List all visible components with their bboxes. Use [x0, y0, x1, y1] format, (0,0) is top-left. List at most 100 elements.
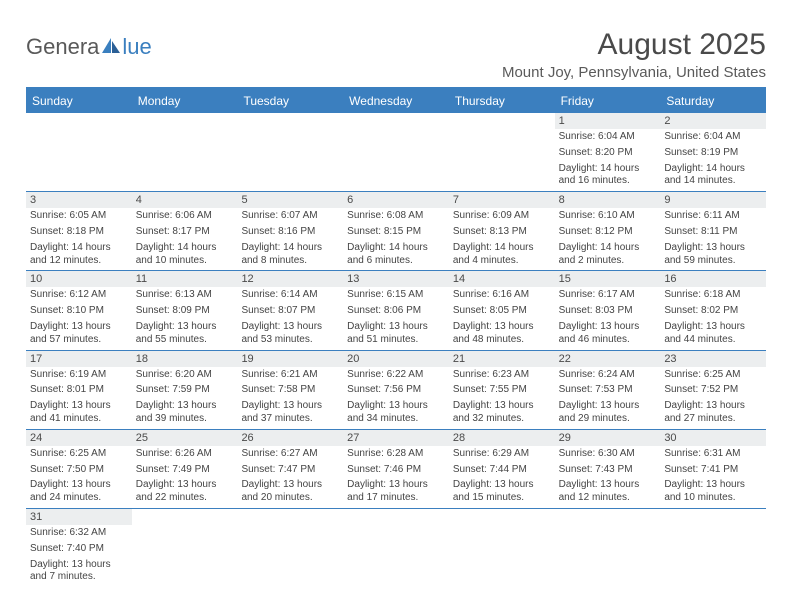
day-number: 11: [132, 271, 238, 287]
sunrise-text: Sunrise: 6:29 AM: [449, 446, 555, 462]
daylight-text: Daylight: 13 hours and 15 minutes.: [449, 477, 555, 506]
sunset-text: Sunset: 7:55 PM: [449, 382, 555, 398]
day-number: 6: [343, 192, 449, 208]
day-cell: 26Sunrise: 6:27 AMSunset: 7:47 PMDayligh…: [237, 430, 343, 508]
day-cell: 9Sunrise: 6:11 AMSunset: 8:11 PMDaylight…: [660, 192, 766, 270]
day-cell: [237, 113, 343, 191]
day-cell: 19Sunrise: 6:21 AMSunset: 7:58 PMDayligh…: [237, 351, 343, 429]
day-cell: 28Sunrise: 6:29 AMSunset: 7:44 PMDayligh…: [449, 430, 555, 508]
page-header: Genera lue August 2025 Mount Joy, Pennsy…: [26, 28, 766, 81]
daylight-text: Daylight: 14 hours and 14 minutes.: [660, 161, 766, 190]
day-number: 1: [555, 113, 661, 129]
day-number: [555, 509, 661, 525]
daylight-text: Daylight: 13 hours and 44 minutes.: [660, 319, 766, 348]
daylight-text: Daylight: 14 hours and 12 minutes.: [26, 240, 132, 269]
day-number: 25: [132, 430, 238, 446]
sunrise-text: Sunrise: 6:25 AM: [26, 446, 132, 462]
day-cell: [555, 509, 661, 587]
sunrise-text: Sunrise: 6:18 AM: [660, 287, 766, 303]
day-cell: 5Sunrise: 6:07 AMSunset: 8:16 PMDaylight…: [237, 192, 343, 270]
sunrise-text: Sunrise: 6:19 AM: [26, 367, 132, 383]
day-number: 14: [449, 271, 555, 287]
sunset-text: Sunset: 7:40 PM: [26, 541, 132, 557]
sunrise-text: Sunrise: 6:12 AM: [26, 287, 132, 303]
day-number: [449, 113, 555, 129]
logo: Genera lue: [26, 28, 152, 60]
daylight-text: Daylight: 13 hours and 20 minutes.: [237, 477, 343, 506]
daylight-text: Daylight: 13 hours and 27 minutes.: [660, 398, 766, 427]
sunset-text: Sunset: 7:53 PM: [555, 382, 661, 398]
sunset-text: Sunset: 8:16 PM: [237, 224, 343, 240]
daylight-text: Daylight: 13 hours and 29 minutes.: [555, 398, 661, 427]
day-number: 21: [449, 351, 555, 367]
sunrise-text: Sunrise: 6:13 AM: [132, 287, 238, 303]
sunset-text: Sunset: 7:59 PM: [132, 382, 238, 398]
week-row: 10Sunrise: 6:12 AMSunset: 8:10 PMDayligh…: [26, 271, 766, 350]
day-cell: [26, 113, 132, 191]
sunrise-text: Sunrise: 6:26 AM: [132, 446, 238, 462]
sunset-text: Sunset: 8:10 PM: [26, 303, 132, 319]
sunset-text: Sunset: 8:06 PM: [343, 303, 449, 319]
sunset-text: Sunset: 8:03 PM: [555, 303, 661, 319]
day-header-cell: Sunday: [26, 89, 132, 113]
day-number: 29: [555, 430, 661, 446]
day-number: [132, 113, 238, 129]
title-block: August 2025 Mount Joy, Pennsylvania, Uni…: [502, 28, 766, 81]
day-number: 13: [343, 271, 449, 287]
day-number: 18: [132, 351, 238, 367]
day-cell: [449, 113, 555, 191]
daylight-text: Daylight: 13 hours and 34 minutes.: [343, 398, 449, 427]
day-number: [449, 509, 555, 525]
sunset-text: Sunset: 7:58 PM: [237, 382, 343, 398]
sunrise-text: Sunrise: 6:17 AM: [555, 287, 661, 303]
week-row: 3Sunrise: 6:05 AMSunset: 8:18 PMDaylight…: [26, 192, 766, 271]
daylight-text: Daylight: 13 hours and 7 minutes.: [26, 557, 132, 586]
day-cell: 20Sunrise: 6:22 AMSunset: 7:56 PMDayligh…: [343, 351, 449, 429]
day-cell: 23Sunrise: 6:25 AMSunset: 7:52 PMDayligh…: [660, 351, 766, 429]
day-cell: 16Sunrise: 6:18 AMSunset: 8:02 PMDayligh…: [660, 271, 766, 349]
day-number: 24: [26, 430, 132, 446]
day-cell: 2Sunrise: 6:04 AMSunset: 8:19 PMDaylight…: [660, 113, 766, 191]
day-cell: 3Sunrise: 6:05 AMSunset: 8:18 PMDaylight…: [26, 192, 132, 270]
day-cell: 8Sunrise: 6:10 AMSunset: 8:12 PMDaylight…: [555, 192, 661, 270]
day-header-cell: Friday: [555, 89, 661, 113]
daylight-text: Daylight: 13 hours and 59 minutes.: [660, 240, 766, 269]
day-number: 5: [237, 192, 343, 208]
sunset-text: Sunset: 7:56 PM: [343, 382, 449, 398]
daylight-text: Daylight: 13 hours and 22 minutes.: [132, 477, 238, 506]
day-header-cell: Wednesday: [343, 89, 449, 113]
sunset-text: Sunset: 7:43 PM: [555, 462, 661, 478]
sunset-text: Sunset: 7:52 PM: [660, 382, 766, 398]
day-number: [132, 509, 238, 525]
day-number: 3: [26, 192, 132, 208]
sunset-text: Sunset: 7:49 PM: [132, 462, 238, 478]
day-cell: 1Sunrise: 6:04 AMSunset: 8:20 PMDaylight…: [555, 113, 661, 191]
sunset-text: Sunset: 7:47 PM: [237, 462, 343, 478]
sunrise-text: Sunrise: 6:05 AM: [26, 208, 132, 224]
day-cell: 10Sunrise: 6:12 AMSunset: 8:10 PMDayligh…: [26, 271, 132, 349]
daylight-text: Daylight: 13 hours and 32 minutes.: [449, 398, 555, 427]
day-cell: [237, 509, 343, 587]
sunset-text: Sunset: 8:02 PM: [660, 303, 766, 319]
sunset-text: Sunset: 8:12 PM: [555, 224, 661, 240]
sunrise-text: Sunrise: 6:06 AM: [132, 208, 238, 224]
day-header-cell: Tuesday: [237, 89, 343, 113]
daylight-text: Daylight: 13 hours and 12 minutes.: [555, 477, 661, 506]
daylight-text: Daylight: 13 hours and 24 minutes.: [26, 477, 132, 506]
calendar: SundayMondayTuesdayWednesdayThursdayFrid…: [26, 87, 766, 587]
logo-text-left: Genera: [26, 34, 99, 60]
daylight-text: Daylight: 13 hours and 48 minutes.: [449, 319, 555, 348]
day-number: [343, 113, 449, 129]
sunset-text: Sunset: 8:20 PM: [555, 145, 661, 161]
daylight-text: Daylight: 14 hours and 8 minutes.: [237, 240, 343, 269]
day-number: [343, 509, 449, 525]
day-number: 20: [343, 351, 449, 367]
day-cell: [132, 509, 238, 587]
sunrise-text: Sunrise: 6:27 AM: [237, 446, 343, 462]
day-header-cell: Monday: [132, 89, 238, 113]
week-row: 1Sunrise: 6:04 AMSunset: 8:20 PMDaylight…: [26, 113, 766, 192]
daylight-text: Daylight: 14 hours and 4 minutes.: [449, 240, 555, 269]
day-number: [26, 113, 132, 129]
day-number: 15: [555, 271, 661, 287]
day-cell: 4Sunrise: 6:06 AMSunset: 8:17 PMDaylight…: [132, 192, 238, 270]
